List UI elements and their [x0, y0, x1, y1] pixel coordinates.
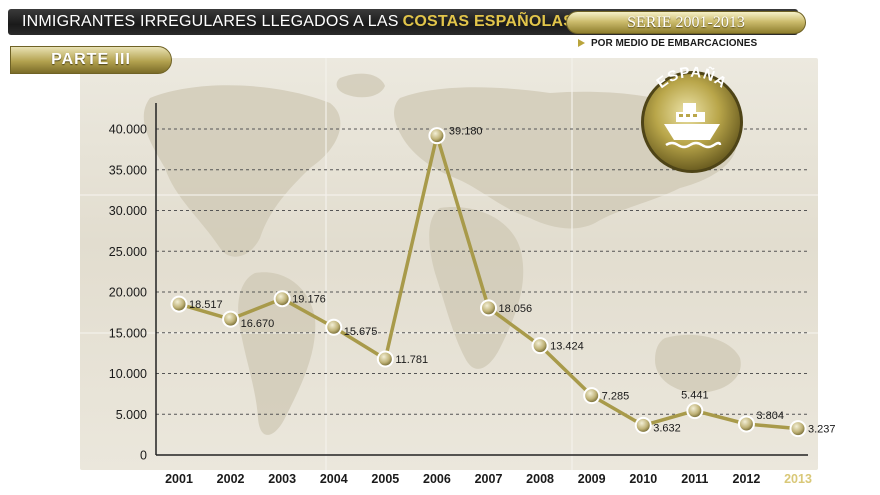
x-tick-label: 2004	[320, 472, 348, 486]
x-tick-label: 2009	[578, 472, 606, 486]
x-tick-label: 2013	[784, 472, 812, 486]
axes	[155, 103, 808, 456]
series-badge: SERIE 2001-2013	[566, 11, 806, 34]
x-tick-label: 2010	[629, 472, 657, 486]
y-tick-labels: 0 5.000 10.000 15.000 20.000 25.000 30.000 35.0…	[109, 123, 147, 463]
x-tick-label: 2011	[681, 472, 708, 486]
x-tick-label: 2001	[165, 472, 193, 486]
title-accent-text: COSTAS ESPAÑOLAS	[402, 13, 575, 30]
data-point	[737, 415, 755, 433]
y-tick-label: 25.000	[109, 245, 147, 259]
x-tick-label: 2005	[371, 472, 399, 486]
data-label: 19.176	[292, 294, 326, 306]
chart-title: INMIGRANTES IRREGULARES LLEGADOS A LAS CO…	[22, 13, 574, 31]
data-point	[273, 290, 291, 308]
x-tick-label: 2002	[217, 472, 245, 486]
data-point	[376, 350, 394, 368]
data-label: 3.237	[808, 424, 836, 436]
grid-lines	[156, 128, 808, 415]
x-tick-label: 2006	[423, 472, 451, 486]
data-point	[170, 295, 188, 313]
data-point	[634, 416, 652, 434]
ship-icon	[664, 103, 722, 149]
data-label: 16.670	[241, 318, 275, 330]
y-tick-label: 35.000	[109, 163, 147, 177]
title-main-text: INMIGRANTES IRREGULARES LLEGADOS A LAS	[22, 13, 399, 30]
data-label: 5.441	[681, 390, 709, 402]
x-tick-label: 2008	[526, 472, 554, 486]
data-point	[789, 420, 807, 438]
triangle-arrow-icon	[578, 39, 585, 48]
y-tick-label: 10.000	[109, 367, 147, 381]
espana-badge: ESPAÑA	[641, 64, 743, 173]
x-tick-label: 2003	[268, 472, 296, 486]
data-label: 13.424	[550, 341, 584, 353]
data-label: 11.781	[395, 354, 428, 366]
y-tick-label: 0	[140, 449, 147, 463]
data-label: 7.285	[602, 391, 630, 403]
data-label: 18.517	[189, 299, 223, 311]
y-tick-label: 30.000	[109, 204, 147, 218]
data-point	[531, 337, 549, 355]
data-point	[583, 387, 601, 405]
chart-subtitle: POR MEDIO DE EMBARCACIONES	[578, 38, 757, 49]
data-points	[170, 127, 807, 438]
data-label: 3.632	[653, 422, 681, 434]
data-point	[480, 299, 497, 317]
data-label: 39.180	[449, 126, 483, 138]
x-tick-labels: 2001 2002 2003 2004 2005 2006 2007 2008 2009 2010…	[165, 472, 812, 486]
subtitle-text: POR MEDIO DE EMBARCACIONES	[591, 38, 758, 49]
y-tick-label: 40.000	[109, 123, 147, 137]
y-tick-label: 5.000	[116, 408, 147, 422]
data-labels: 18.517 16.670 19.176 15.675 11.781 39.180 18.0…	[189, 126, 836, 436]
data-point	[428, 127, 446, 145]
data-label: 18.056	[499, 303, 533, 315]
data-label: 15.675	[344, 326, 378, 338]
x-tick-label: 2007	[475, 472, 503, 486]
data-point	[325, 318, 343, 336]
series-line-path	[178, 133, 799, 431]
data-point	[222, 310, 240, 328]
part-tab: PARTE III	[10, 46, 172, 74]
data-label: 3.804	[756, 410, 784, 422]
x-tick-label: 2012	[733, 472, 761, 486]
y-tick-label: 20.000	[109, 286, 147, 300]
data-point	[686, 402, 704, 420]
series-line	[178, 133, 799, 431]
y-tick-label: 15.000	[109, 326, 147, 340]
